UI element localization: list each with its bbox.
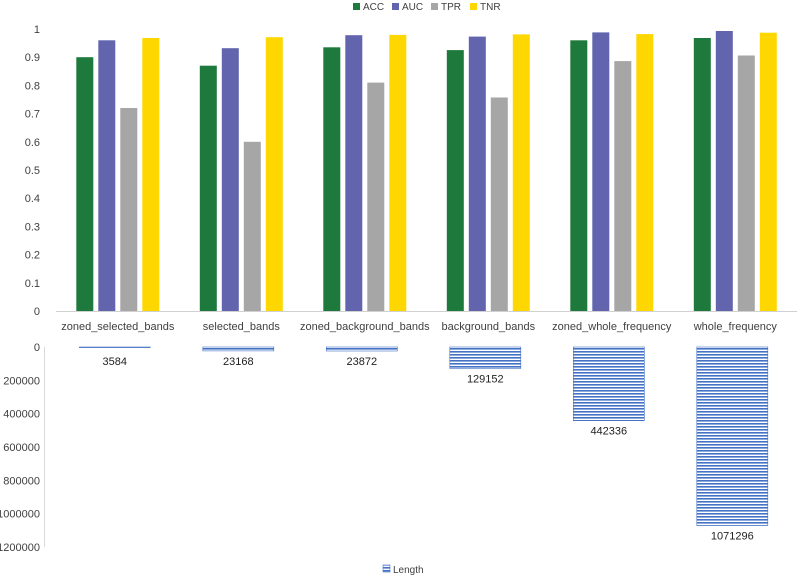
- bar-tpr-zoned-background-bands: [367, 82, 385, 311]
- bar-tpr-zoned-selected-bands: [120, 108, 138, 311]
- y-axis-bottom: 0 200000 400000 600000 800000 1000000 1200000: [0, 342, 40, 554]
- legend-swatch: [353, 3, 360, 10]
- legend-item-tnr: TNR: [470, 2, 501, 13]
- legend-label: ACC: [363, 2, 384, 13]
- bar-auc-zoned-background-bands: [345, 35, 363, 311]
- data-label-length: 1071296: [711, 531, 754, 543]
- bar-acc-zoned-whole-frequency: [570, 40, 588, 312]
- y-tick-label: 0.1: [25, 278, 40, 290]
- data-labels-bottom: 3584 23168 23872 129152 442336 1071296: [103, 356, 754, 543]
- data-label-length: 3584: [103, 356, 127, 368]
- category-label: background_bands: [442, 321, 536, 333]
- y-tick-label: 0.4: [25, 193, 40, 205]
- data-label-length: 442336: [590, 426, 627, 438]
- y-tick-label: 0.2: [25, 250, 40, 262]
- y-tick-label: 0: [34, 342, 40, 354]
- bar-length-zoned-whole-frequency: [572, 346, 645, 421]
- data-label-length: 23168: [223, 356, 254, 368]
- legend-swatch: [382, 564, 391, 573]
- y-tick-label: 0.5: [25, 165, 40, 177]
- bar-tnr-background-bands: [512, 34, 530, 312]
- bar-tnr-zoned-whole-frequency: [636, 34, 654, 311]
- bar-acc-zoned-selected-bands: [76, 57, 94, 312]
- legend-swatch: [392, 3, 399, 10]
- category-label: selected_bands: [203, 321, 281, 333]
- bar-auc-zoned-selected-bands: [98, 40, 116, 312]
- legend-item-length: Length: [382, 564, 424, 576]
- category-label: zoned_background_bands: [300, 321, 430, 333]
- category-label: zoned_whole_frequency: [552, 321, 672, 333]
- metrics-bar-chart: ACC AUC TPR TNR 0 0.1 0.2 0.3 0.4 0.5 0.6 0.7 0.8 0.9…: [25, 2, 797, 333]
- y-axis-top: 0 0.1 0.2 0.3 0.4 0.5 0.6 0.7 0.8 0.9 1: [25, 24, 40, 318]
- bar-tnr-zoned-background-bands: [389, 34, 407, 312]
- legend-label: TNR: [480, 2, 501, 13]
- bar-tpr-background-bands: [490, 97, 508, 311]
- bar-auc-background-bands: [468, 36, 486, 311]
- y-tick-label: 600000: [3, 442, 40, 454]
- legend-top: ACC AUC TPR TNR: [353, 2, 501, 13]
- bar-acc-zoned-background-bands: [323, 47, 341, 312]
- legend-label: TPR: [441, 2, 461, 13]
- bar-length-background-bands: [449, 346, 522, 369]
- y-tick-label: 800000: [3, 475, 40, 487]
- y-tick-label: 1: [34, 24, 40, 36]
- bar-auc-selected-bands: [221, 48, 239, 311]
- y-tick-label: 400000: [3, 409, 40, 421]
- y-tick-label: 0.6: [25, 137, 40, 149]
- bar-acc-whole-frequency: [693, 38, 711, 311]
- y-tick-label: 0.3: [25, 221, 40, 233]
- bar-tnr-zoned-selected-bands: [142, 38, 160, 311]
- bar-acc-selected-bands: [199, 65, 217, 311]
- bar-length-selected-bands: [202, 346, 275, 352]
- bars-top: [76, 31, 777, 312]
- y-tick-label: 1000000: [0, 509, 40, 521]
- bar-tpr-whole-frequency: [737, 55, 755, 311]
- legend-bottom: Length: [382, 564, 424, 576]
- length-bar-chart: 0 200000 400000 600000 800000 1000000 1200000 3…: [0, 342, 769, 576]
- category-label: zoned_selected_bands: [61, 321, 175, 333]
- bar-tnr-whole-frequency: [759, 32, 777, 311]
- y-tick-label: 0: [34, 306, 40, 318]
- bar-length-whole-frequency: [696, 346, 769, 526]
- data-label-length: 23872: [347, 356, 378, 368]
- y-tick-label: 0.9: [25, 52, 40, 64]
- y-tick-label: 200000: [3, 375, 40, 387]
- y-tick-label: 1200000: [0, 542, 40, 554]
- bar-tpr-zoned-whole-frequency: [614, 61, 632, 311]
- bar-length-zoned-selected-bands: [79, 346, 151, 348]
- x-axis-categories: zoned_selected_bands selected_bands zoned_…: [61, 321, 777, 333]
- y-tick-label: 0.8: [25, 80, 40, 92]
- legend-item-acc: ACC: [353, 2, 384, 13]
- bar-auc-whole-frequency: [715, 31, 733, 311]
- bar-acc-background-bands: [446, 50, 464, 311]
- legend-label: Length: [393, 565, 424, 576]
- data-label-length: 129152: [467, 374, 504, 386]
- legend-item-auc: AUC: [392, 2, 423, 13]
- legend-label: AUC: [402, 2, 423, 13]
- bar-tpr-selected-bands: [243, 141, 261, 311]
- bars-bottom: [79, 346, 769, 526]
- legend-swatch: [431, 3, 438, 10]
- category-label: whole_frequency: [693, 321, 778, 333]
- legend-item-tpr: TPR: [431, 2, 461, 13]
- bar-auc-zoned-whole-frequency: [592, 32, 610, 312]
- legend-swatch: [470, 3, 477, 10]
- bar-length-zoned-background-bands: [325, 346, 398, 352]
- bar-tnr-selected-bands: [265, 37, 283, 311]
- y-tick-label: 0.7: [25, 109, 40, 121]
